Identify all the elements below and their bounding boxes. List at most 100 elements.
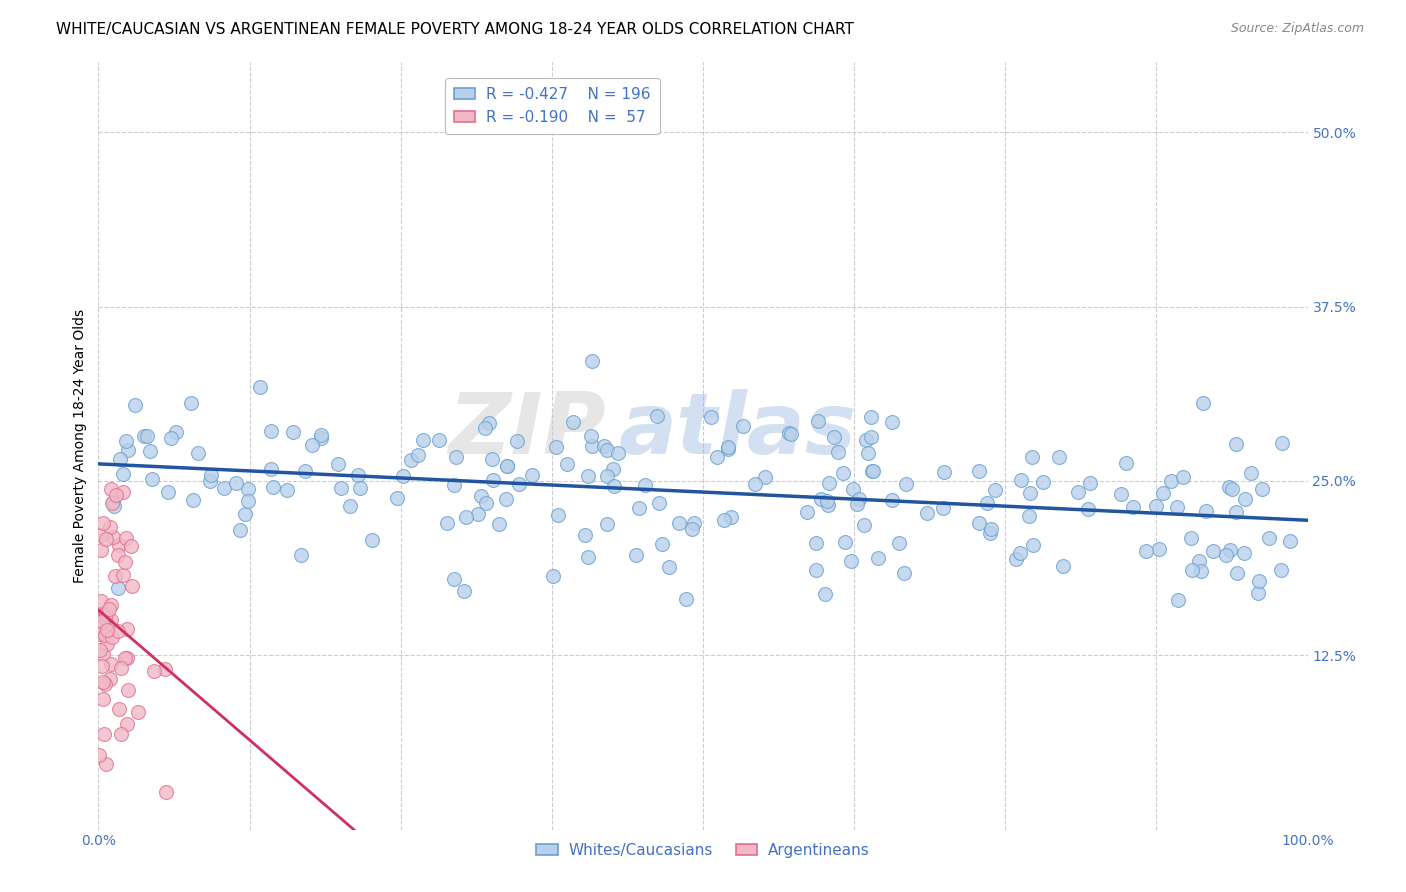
Point bbox=[96, 623, 118, 637]
Point bbox=[212, 481, 235, 495]
Point bbox=[89, 643, 111, 657]
Point bbox=[121, 579, 143, 593]
Point bbox=[94, 607, 117, 622]
Point bbox=[90, 528, 112, 542]
Point bbox=[104, 569, 127, 583]
Point bbox=[806, 536, 828, 550]
Point bbox=[1233, 546, 1256, 560]
Point bbox=[731, 419, 754, 434]
Point bbox=[262, 479, 284, 493]
Point bbox=[1022, 538, 1045, 552]
Point bbox=[200, 474, 222, 488]
Point bbox=[260, 462, 283, 476]
Point bbox=[443, 572, 465, 586]
Point bbox=[815, 493, 838, 508]
Point bbox=[880, 415, 903, 429]
Point bbox=[108, 451, 131, 466]
Point bbox=[117, 651, 139, 665]
Point bbox=[475, 496, 498, 510]
Point bbox=[720, 510, 742, 524]
Legend: Whites/Caucasians, Argentineans: Whites/Caucasians, Argentineans bbox=[530, 837, 876, 864]
Point bbox=[596, 517, 619, 532]
Point bbox=[1258, 532, 1281, 546]
Point bbox=[1202, 543, 1225, 558]
Point bbox=[1278, 534, 1301, 549]
Point bbox=[100, 631, 122, 645]
Point bbox=[1181, 563, 1204, 577]
Point bbox=[544, 440, 567, 454]
Point bbox=[868, 551, 890, 566]
Point bbox=[574, 528, 596, 542]
Point bbox=[817, 498, 839, 512]
Point bbox=[1160, 474, 1182, 488]
Point bbox=[976, 496, 998, 510]
Point bbox=[496, 458, 519, 473]
Point bbox=[880, 493, 903, 508]
Point bbox=[859, 430, 882, 444]
Point bbox=[832, 466, 855, 480]
Point bbox=[470, 489, 492, 503]
Point bbox=[834, 535, 856, 549]
Text: WHITE/CAUCASIAN VS ARGENTINEAN FEMALE POVERTY AMONG 18-24 YEAR OLDS CORRELATION : WHITE/CAUCASIAN VS ARGENTINEAN FEMALE PO… bbox=[56, 22, 853, 37]
Point bbox=[155, 785, 177, 799]
Point bbox=[579, 429, 602, 443]
Point bbox=[91, 692, 114, 706]
Point bbox=[91, 675, 114, 690]
Point bbox=[90, 594, 112, 608]
Point bbox=[596, 443, 619, 458]
Point bbox=[160, 431, 183, 445]
Point bbox=[100, 657, 122, 672]
Point bbox=[110, 661, 132, 675]
Point bbox=[626, 548, 648, 562]
Point bbox=[668, 516, 690, 530]
Point bbox=[107, 582, 129, 596]
Point bbox=[283, 425, 305, 439]
Point bbox=[810, 491, 832, 506]
Point bbox=[132, 429, 155, 443]
Point bbox=[848, 492, 870, 507]
Point bbox=[94, 677, 117, 691]
Point bbox=[827, 444, 849, 458]
Point bbox=[1066, 485, 1088, 500]
Point bbox=[980, 522, 1002, 536]
Point bbox=[1225, 505, 1247, 519]
Point bbox=[98, 520, 121, 534]
Point bbox=[1167, 593, 1189, 607]
Point bbox=[180, 396, 202, 410]
Point bbox=[330, 482, 353, 496]
Point bbox=[778, 426, 800, 441]
Point bbox=[107, 624, 129, 639]
Point bbox=[326, 457, 349, 471]
Point bbox=[543, 569, 565, 583]
Point bbox=[593, 439, 616, 453]
Point bbox=[111, 467, 134, 481]
Point bbox=[249, 379, 271, 393]
Point bbox=[845, 497, 868, 511]
Point bbox=[94, 628, 117, 642]
Point bbox=[481, 473, 503, 487]
Point bbox=[658, 560, 681, 574]
Point bbox=[817, 475, 839, 490]
Text: ZIP: ZIP bbox=[449, 389, 606, 472]
Point bbox=[1240, 466, 1263, 480]
Point bbox=[115, 434, 138, 448]
Point bbox=[1270, 563, 1292, 577]
Point bbox=[576, 468, 599, 483]
Point bbox=[91, 647, 114, 661]
Point bbox=[107, 548, 129, 562]
Point bbox=[1121, 500, 1143, 515]
Point bbox=[1077, 502, 1099, 516]
Point bbox=[101, 530, 124, 544]
Point bbox=[1149, 542, 1171, 557]
Point bbox=[309, 431, 332, 445]
Point bbox=[932, 501, 955, 516]
Point bbox=[101, 496, 124, 510]
Point bbox=[93, 611, 115, 625]
Point bbox=[648, 495, 671, 509]
Point bbox=[562, 415, 585, 429]
Point bbox=[607, 446, 630, 460]
Point bbox=[932, 466, 955, 480]
Point bbox=[412, 433, 434, 447]
Point bbox=[112, 567, 135, 582]
Y-axis label: Female Poverty Among 18-24 Year Olds: Female Poverty Among 18-24 Year Olds bbox=[73, 309, 87, 583]
